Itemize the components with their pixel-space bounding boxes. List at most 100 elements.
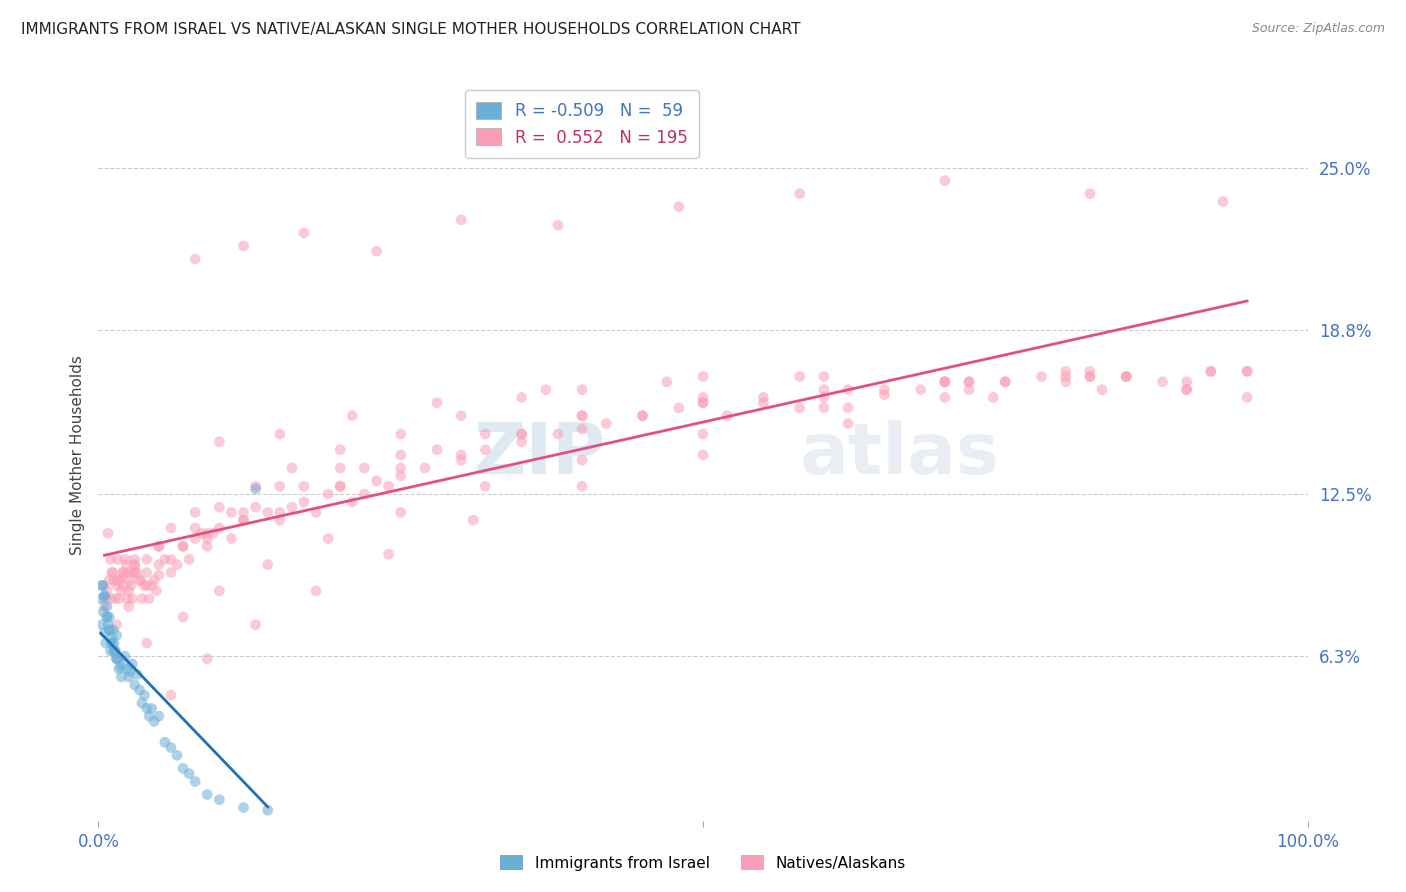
Point [208,500,231,515]
Point [655,375,678,389]
Point [305,505,328,519]
Point [100,591,122,606]
Point [389,505,412,519]
Point [813,391,835,405]
Point [91,578,114,592]
Point [934,375,956,389]
Point [153,552,176,566]
Point [90,591,112,606]
Point [121,657,143,671]
Point [135,578,157,592]
Point [232,800,254,814]
Point [474,442,496,457]
Point [118,670,141,684]
Point [631,409,654,423]
Point [118,599,141,614]
Point [98,623,121,637]
Point [179,552,201,566]
Point [232,513,254,527]
Point [1175,375,1198,389]
Point [692,395,714,409]
Point [117,591,139,606]
Point [510,391,533,405]
Point [256,558,278,572]
Point [121,591,143,606]
Point [93,589,115,603]
Point [994,375,1017,389]
Point [120,578,142,592]
Point [96,583,118,598]
Point [195,788,218,802]
Point [873,388,896,402]
Point [127,667,149,681]
Point [957,383,980,397]
Point [692,395,714,409]
Point [111,571,134,585]
Point [571,383,593,397]
Point [94,591,117,606]
Point [873,383,896,397]
Point [117,662,139,676]
Point [510,427,533,442]
Point [281,461,304,475]
Point [366,244,388,259]
Point [1152,375,1174,389]
Point [114,552,136,566]
Point [114,649,136,664]
Point [994,375,1017,389]
Point [96,610,118,624]
Point [1212,194,1234,209]
Text: IMMIGRANTS FROM ISRAEL VS NATIVE/ALASKAN SINGLE MOTHER HOUSEHOLDS CORRELATION CH: IMMIGRANTS FROM ISRAEL VS NATIVE/ALASKAN… [21,22,800,37]
Point [143,714,166,729]
Point [547,218,569,232]
Point [208,583,231,598]
Point [148,539,170,553]
Point [138,591,160,606]
Point [97,617,120,632]
Point [122,566,145,580]
Point [135,566,157,580]
Point [221,505,243,519]
Point [104,591,127,606]
Point [1091,383,1114,397]
Point [934,375,956,389]
Point [103,636,125,650]
Point [245,482,267,496]
Point [111,657,134,671]
Point [957,375,980,389]
Point [184,252,207,266]
Point [292,226,315,240]
Point [101,623,124,637]
Point [93,599,115,614]
Point [91,605,114,619]
Text: atlas: atlas [800,420,1000,490]
Point [105,628,128,642]
Point [148,568,170,582]
Point [389,461,412,475]
Point [1078,369,1101,384]
Point [160,552,183,566]
Point [910,383,932,397]
Point [256,505,278,519]
Point [103,644,125,658]
Text: ZIP: ZIP [474,420,606,490]
Point [115,558,138,572]
Point [124,552,146,566]
Point [1115,369,1137,384]
Point [124,558,146,572]
Point [813,401,835,415]
Point [716,409,738,423]
Point [256,803,278,817]
Point [474,479,496,493]
Point [292,495,315,509]
Point [692,369,714,384]
Point [342,409,364,423]
Point [342,495,364,509]
Point [93,625,115,640]
Point [124,566,146,580]
Point [160,566,183,580]
Point [292,479,315,493]
Point [1175,383,1198,397]
Point [129,574,152,588]
Point [329,479,352,493]
